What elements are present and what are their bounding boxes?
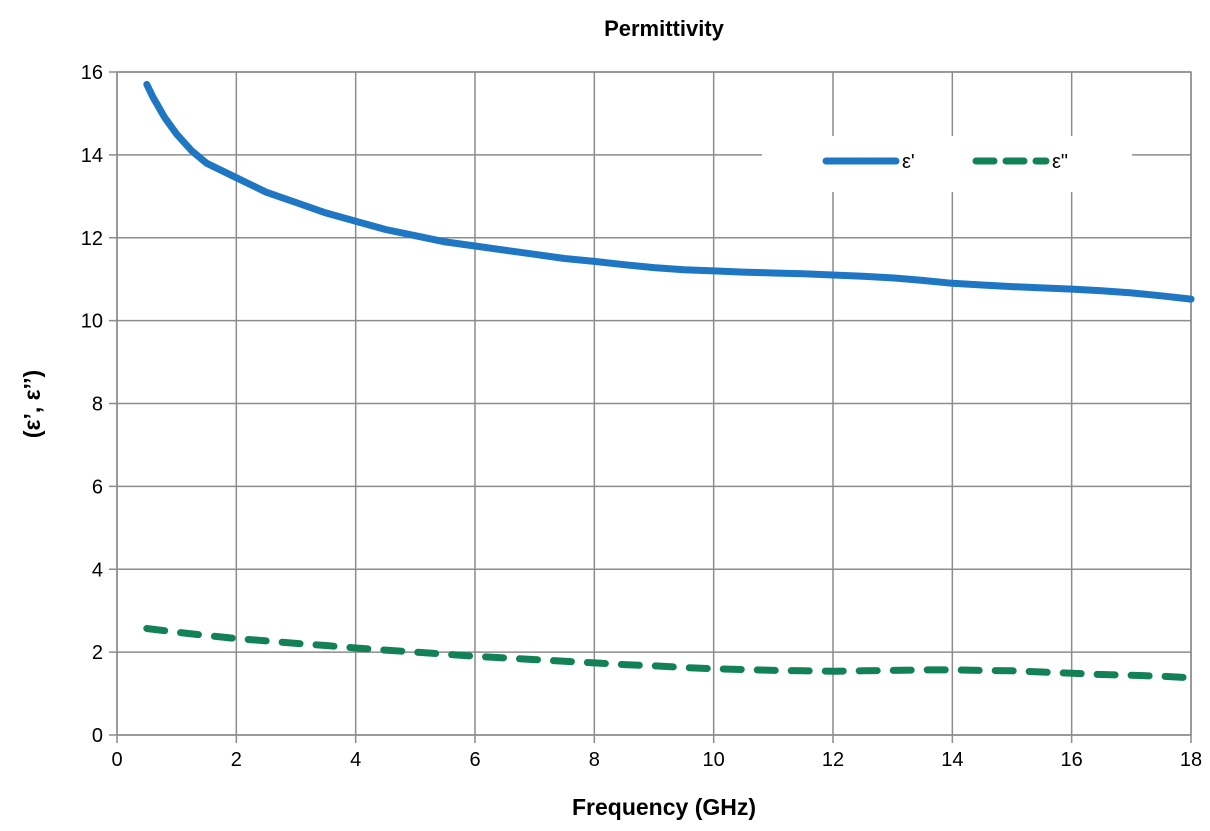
plot-area-frame bbox=[116, 71, 1192, 736]
x-tick-label: 0 bbox=[111, 749, 122, 771]
series-line-eps-imag bbox=[143, 625, 1195, 682]
y-tick-label: 4 bbox=[92, 559, 103, 581]
y-tick-label: 16 bbox=[81, 62, 103, 84]
x-tick-label: 4 bbox=[350, 749, 361, 771]
x-axis-label: Frequency (GHz) bbox=[572, 794, 756, 820]
chart-title: Permittivity bbox=[604, 16, 725, 41]
x-axis-ticks: 0 2 4 6 8 10 12 14 16 18 bbox=[111, 749, 1202, 771]
x-tick-label: 6 bbox=[469, 749, 480, 771]
x-tick-label: 10 bbox=[703, 749, 725, 771]
legend-label-eps-real: ε' bbox=[902, 151, 915, 173]
y-tick-label: 10 bbox=[81, 311, 103, 333]
y-tick-label: 0 bbox=[92, 725, 103, 747]
y-tick-label: 14 bbox=[81, 145, 103, 167]
y-tick-label: 2 bbox=[92, 642, 103, 664]
x-tick-label: 2 bbox=[231, 749, 242, 771]
legend-box bbox=[762, 136, 1132, 192]
x-tick-label: 14 bbox=[941, 749, 963, 771]
series-line-eps-real bbox=[143, 80, 1195, 303]
x-tick-label: 18 bbox=[1180, 749, 1202, 771]
y-axis-label: (ε’, ε’’) bbox=[19, 370, 45, 438]
series-layer bbox=[143, 80, 1195, 682]
x-tick-label: 16 bbox=[1061, 749, 1083, 771]
legend: ε' ε" bbox=[762, 136, 1132, 192]
x-tick-label: 12 bbox=[822, 749, 844, 771]
y-tick-label: 6 bbox=[92, 476, 103, 498]
x-tick-label: 8 bbox=[589, 749, 600, 771]
y-tick-label: 12 bbox=[81, 228, 103, 250]
y-axis-ticks: 0 2 4 6 8 10 12 14 16 bbox=[81, 62, 103, 747]
legend-label-eps-imag: ε" bbox=[1052, 151, 1068, 173]
y-tick-label: 8 bbox=[92, 394, 103, 416]
